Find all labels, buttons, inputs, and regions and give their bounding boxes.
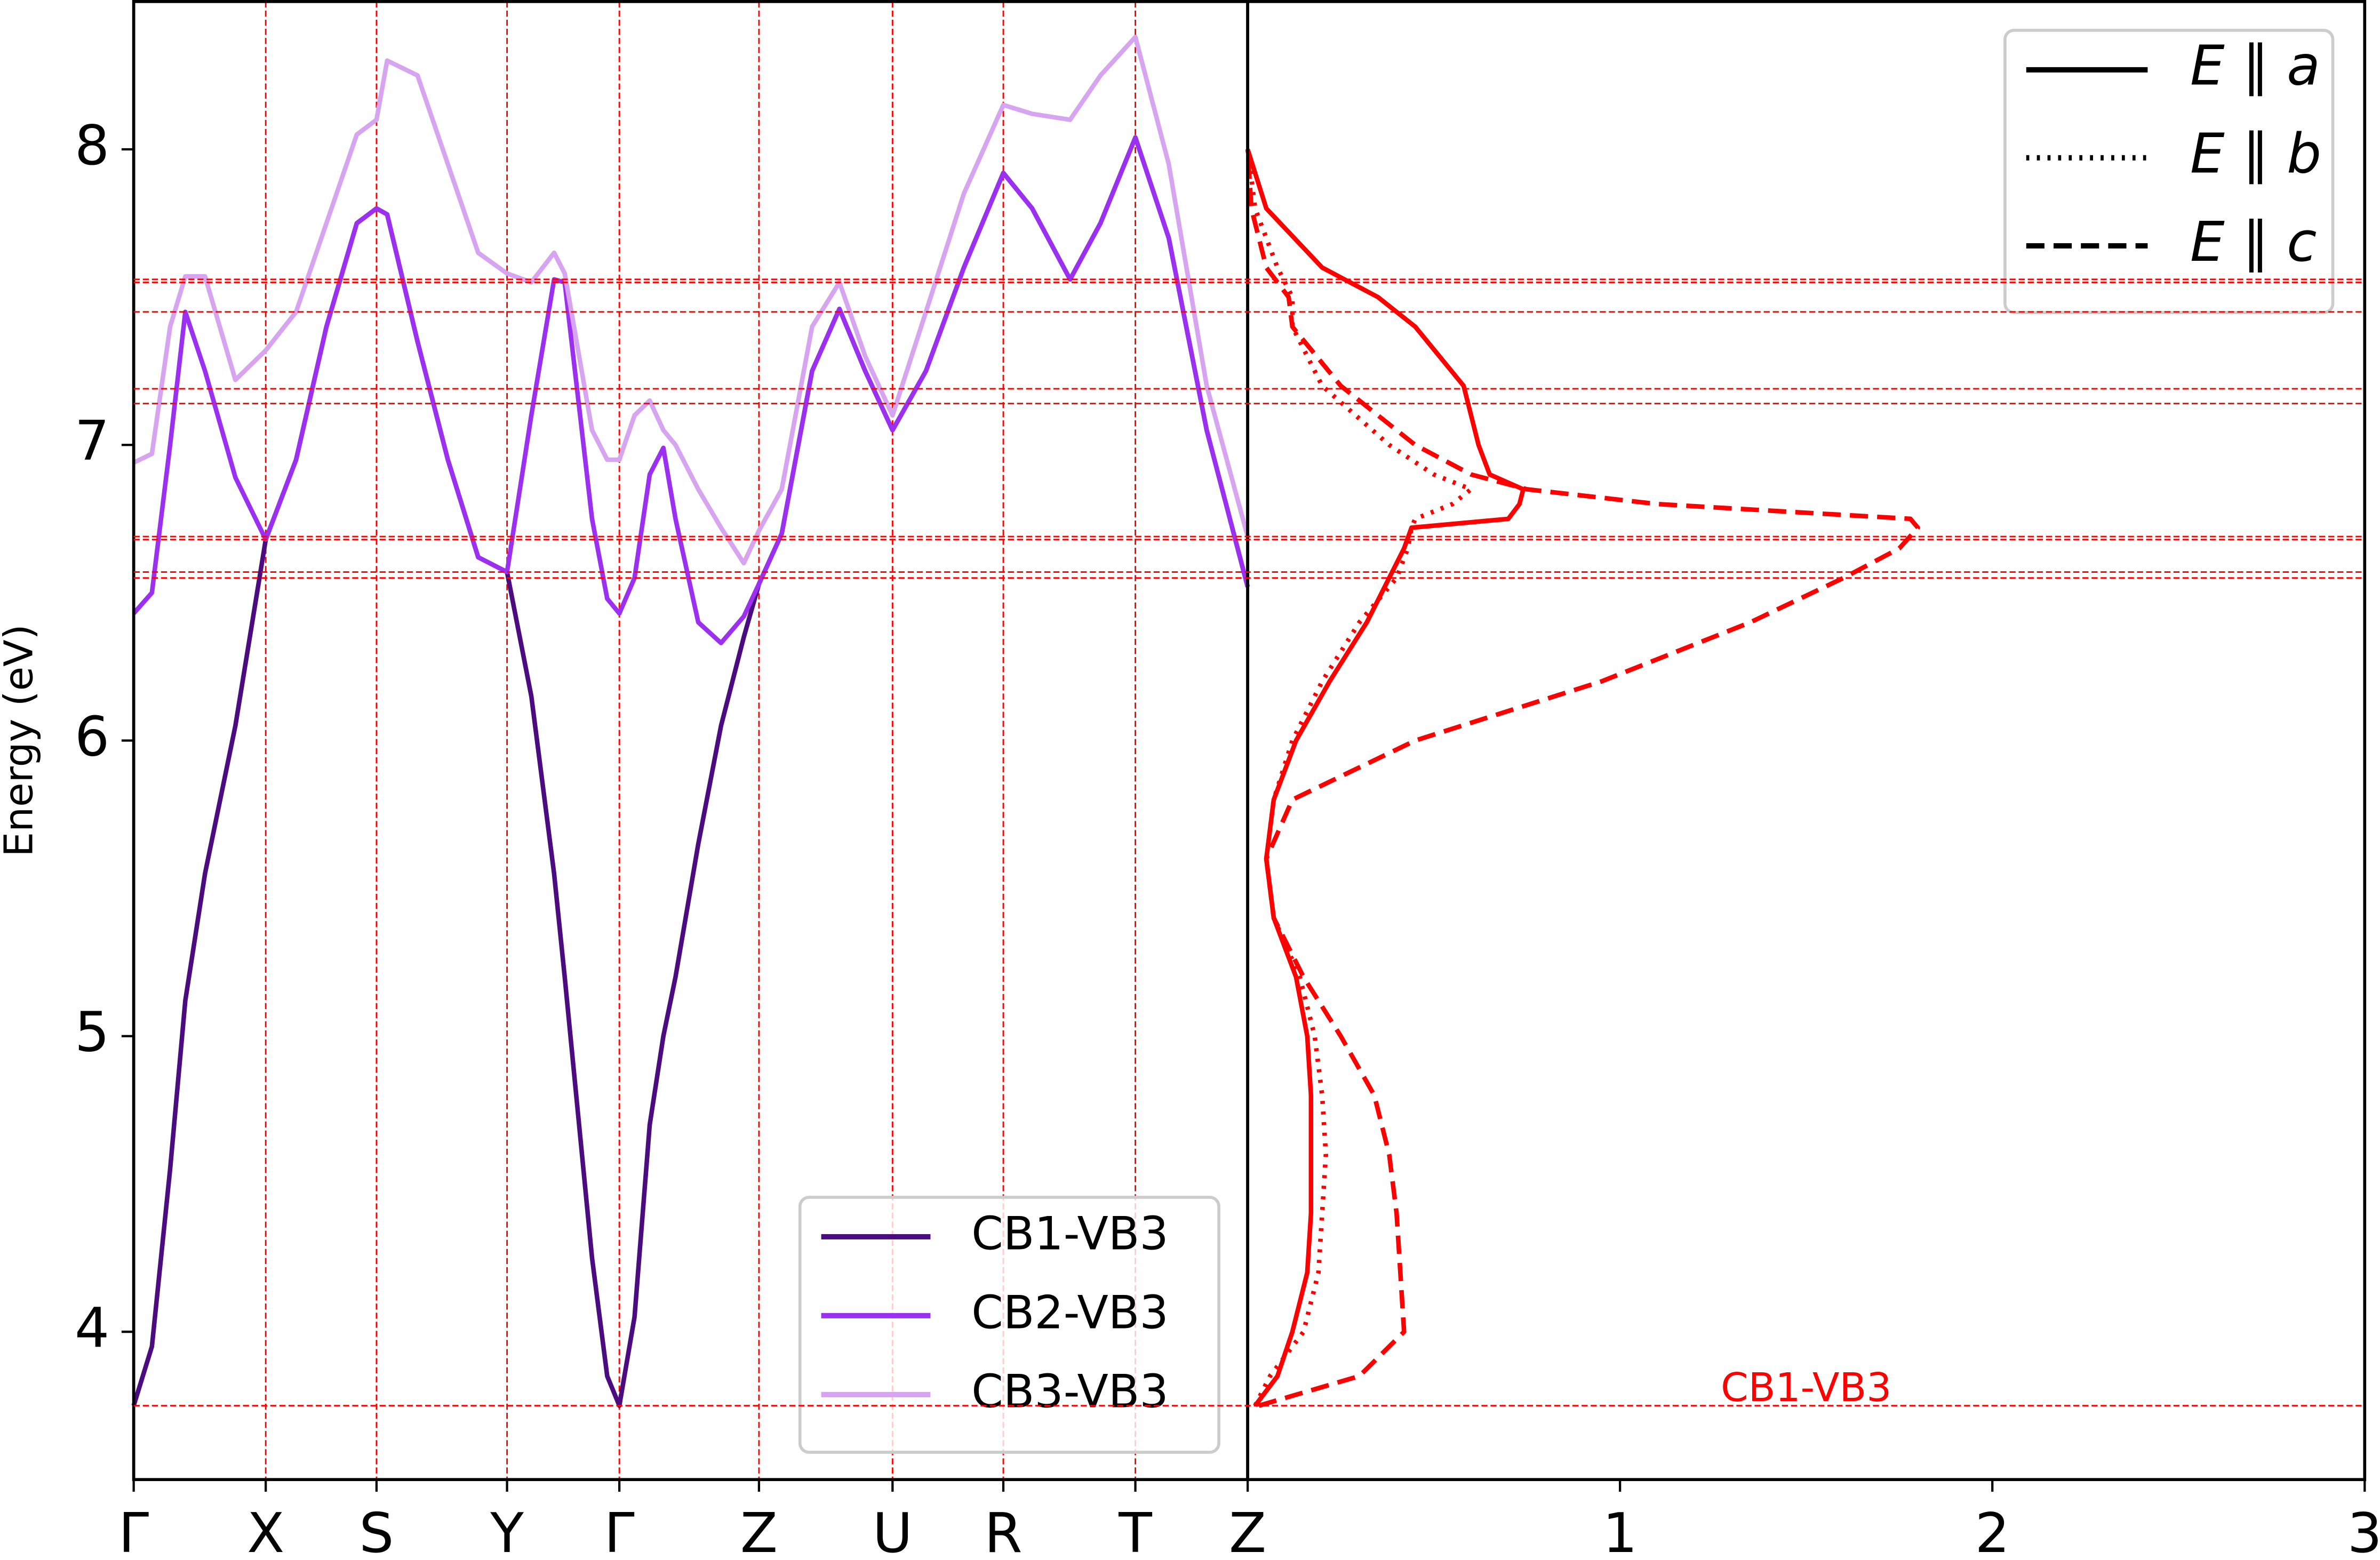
y-tick-label: 4: [75, 1297, 109, 1360]
annotation: CB1-VB3: [1721, 1365, 1891, 1411]
x-tick-label: S: [359, 1502, 394, 1560]
plot-frame: [1246, 0, 2367, 1482]
x-tick-label: 3: [2347, 1502, 2380, 1560]
x-tick-label: Y: [490, 1502, 524, 1560]
legend-label: E ∥ b: [2190, 123, 2321, 186]
x-tick-label: Γ: [604, 1502, 635, 1560]
legend-label: CB3-VB3: [971, 1365, 1168, 1418]
x-tick-label: 2: [1975, 1502, 2010, 1560]
y-axis-label: Energy (eV): [0, 624, 42, 857]
x-tick-label: Γ: [118, 1502, 149, 1560]
legend-label: CB1-VB3: [971, 1207, 1168, 1260]
series-line: [1245, 149, 1920, 1408]
y-tick-label: 5: [75, 1001, 109, 1065]
x-tick-label: 1: [1603, 1502, 1638, 1560]
x-tick-label: T: [1118, 1502, 1152, 1560]
x-tick-label: X: [247, 1502, 284, 1560]
series-line: [1245, 149, 1474, 1407]
x-tick-label: Z: [1229, 1502, 1266, 1560]
series-line: [1245, 148, 1526, 1407]
legend-label: E ∥ a: [2190, 35, 2320, 98]
x-tick-label: R: [984, 1502, 1022, 1560]
legend: CB1-VB3 CB2-VB3 CB3-VB3: [798, 1196, 1220, 1454]
series-line: [132, 135, 1250, 645]
y-tick-label: 6: [75, 705, 109, 769]
x-tick-label: U: [873, 1502, 913, 1560]
legend-box: [798, 1196, 1220, 1454]
x-tick-label: Z: [740, 1502, 778, 1560]
legend-label: E ∥ c: [2190, 211, 2317, 274]
legend-label: CB2-VB3: [971, 1286, 1168, 1339]
y-tick-label: 8: [75, 114, 109, 178]
series-line: [132, 35, 1250, 566]
y-tick-label: 7: [75, 410, 109, 473]
legend: E ∥ a E ∥ b E ∥ c: [2003, 29, 2335, 314]
